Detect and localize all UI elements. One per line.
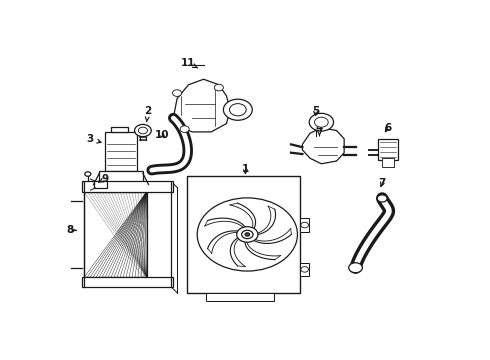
Circle shape bbox=[349, 263, 363, 273]
Bar bbox=[82, 276, 173, 287]
Bar bbox=[105, 132, 137, 171]
Text: 8: 8 bbox=[66, 225, 76, 235]
Circle shape bbox=[180, 126, 189, 132]
Bar bbox=[378, 139, 398, 159]
Bar bbox=[187, 176, 300, 293]
Circle shape bbox=[214, 84, 223, 91]
Text: 1: 1 bbox=[242, 164, 249, 174]
Circle shape bbox=[315, 117, 328, 127]
Bar bbox=[84, 192, 147, 278]
Circle shape bbox=[135, 125, 151, 136]
Circle shape bbox=[242, 230, 253, 239]
Bar bbox=[300, 219, 309, 232]
Circle shape bbox=[301, 267, 309, 272]
Circle shape bbox=[301, 222, 309, 228]
Circle shape bbox=[245, 233, 249, 236]
Text: 4: 4 bbox=[316, 123, 323, 136]
Text: 5: 5 bbox=[312, 106, 319, 116]
Circle shape bbox=[172, 90, 182, 96]
Circle shape bbox=[138, 127, 147, 134]
Text: 10: 10 bbox=[155, 130, 169, 140]
Bar bbox=[94, 181, 107, 188]
Polygon shape bbox=[173, 79, 230, 132]
Text: 6: 6 bbox=[384, 123, 392, 133]
Bar bbox=[206, 293, 274, 301]
Circle shape bbox=[197, 198, 297, 271]
Text: 11: 11 bbox=[180, 58, 198, 68]
Text: 9: 9 bbox=[98, 174, 108, 184]
Text: 7: 7 bbox=[378, 178, 386, 188]
Bar bbox=[300, 263, 309, 276]
Bar bbox=[82, 181, 173, 192]
Circle shape bbox=[85, 172, 91, 176]
Circle shape bbox=[237, 227, 258, 242]
Circle shape bbox=[223, 99, 252, 120]
Polygon shape bbox=[302, 128, 344, 164]
Bar bbox=[382, 158, 393, 167]
Circle shape bbox=[309, 113, 334, 131]
Text: 3: 3 bbox=[86, 134, 101, 144]
Text: 2: 2 bbox=[144, 106, 151, 122]
Bar bbox=[111, 127, 127, 132]
Circle shape bbox=[377, 195, 387, 202]
Circle shape bbox=[229, 104, 246, 116]
Bar bbox=[99, 171, 143, 182]
